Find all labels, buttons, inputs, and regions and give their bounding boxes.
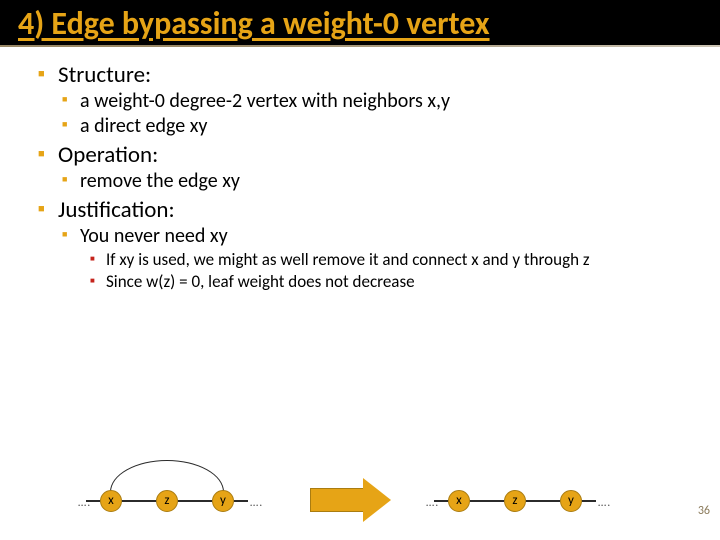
node-y: y (212, 490, 234, 512)
node-z: z (504, 490, 526, 512)
title-band: 4) Edge bypassing a weight-0 vertex (0, 0, 720, 45)
edge-stub (582, 500, 596, 502)
transform-arrow (310, 478, 391, 522)
structure-heading-text: Structure: (58, 61, 151, 89)
dots-right: …. (250, 496, 263, 510)
edge-xz (470, 500, 504, 502)
title-underline-rule (0, 45, 720, 47)
node-z: z (156, 490, 178, 512)
dots-left: …. (78, 496, 91, 510)
arrow-head-icon (363, 478, 391, 522)
slide-title: 4) Edge bypassing a weight-0 vertex (18, 6, 702, 43)
justification-item-text: You never need xy (80, 224, 228, 248)
node-y: y (560, 490, 582, 512)
edge-arc-xy (110, 460, 224, 492)
diagram-area: …. x z y …. …. x z y …. (0, 452, 720, 522)
edge-stub (86, 500, 100, 502)
edge-stub (434, 500, 448, 502)
justification-heading: Justification: You never need xy If xy i… (38, 196, 690, 293)
operation-heading-text: Operation: (58, 141, 158, 169)
justification-subitem: If xy is used, we might as well remove i… (84, 249, 690, 271)
dots-left: …. (426, 496, 439, 510)
structure-item: a weight-0 degree-2 vertex with neighbor… (58, 89, 690, 114)
slide-content: Structure: a weight-0 degree-2 vertex wi… (0, 61, 720, 293)
justification-heading-text: Justification: (58, 196, 175, 224)
justification-item: You never need xy If xy is used, we migh… (58, 224, 690, 293)
operation-heading: Operation: remove the edge xy (38, 141, 690, 194)
edge-xz (122, 500, 156, 502)
edge-zy (526, 500, 560, 502)
page-number: 36 (698, 504, 710, 518)
arrow-body (310, 488, 364, 512)
structure-heading: Structure: a weight-0 degree-2 vertex wi… (38, 61, 690, 139)
edge-zy (178, 500, 212, 502)
node-x: x (448, 490, 470, 512)
node-x: x (100, 490, 122, 512)
edge-stub (234, 500, 248, 502)
structure-item: a direct edge xy (58, 114, 690, 139)
justification-subitem: Since w(z) = 0, leaf weight does not dec… (84, 271, 690, 293)
dots-right: …. (598, 496, 611, 510)
operation-item: remove the edge xy (58, 169, 690, 194)
